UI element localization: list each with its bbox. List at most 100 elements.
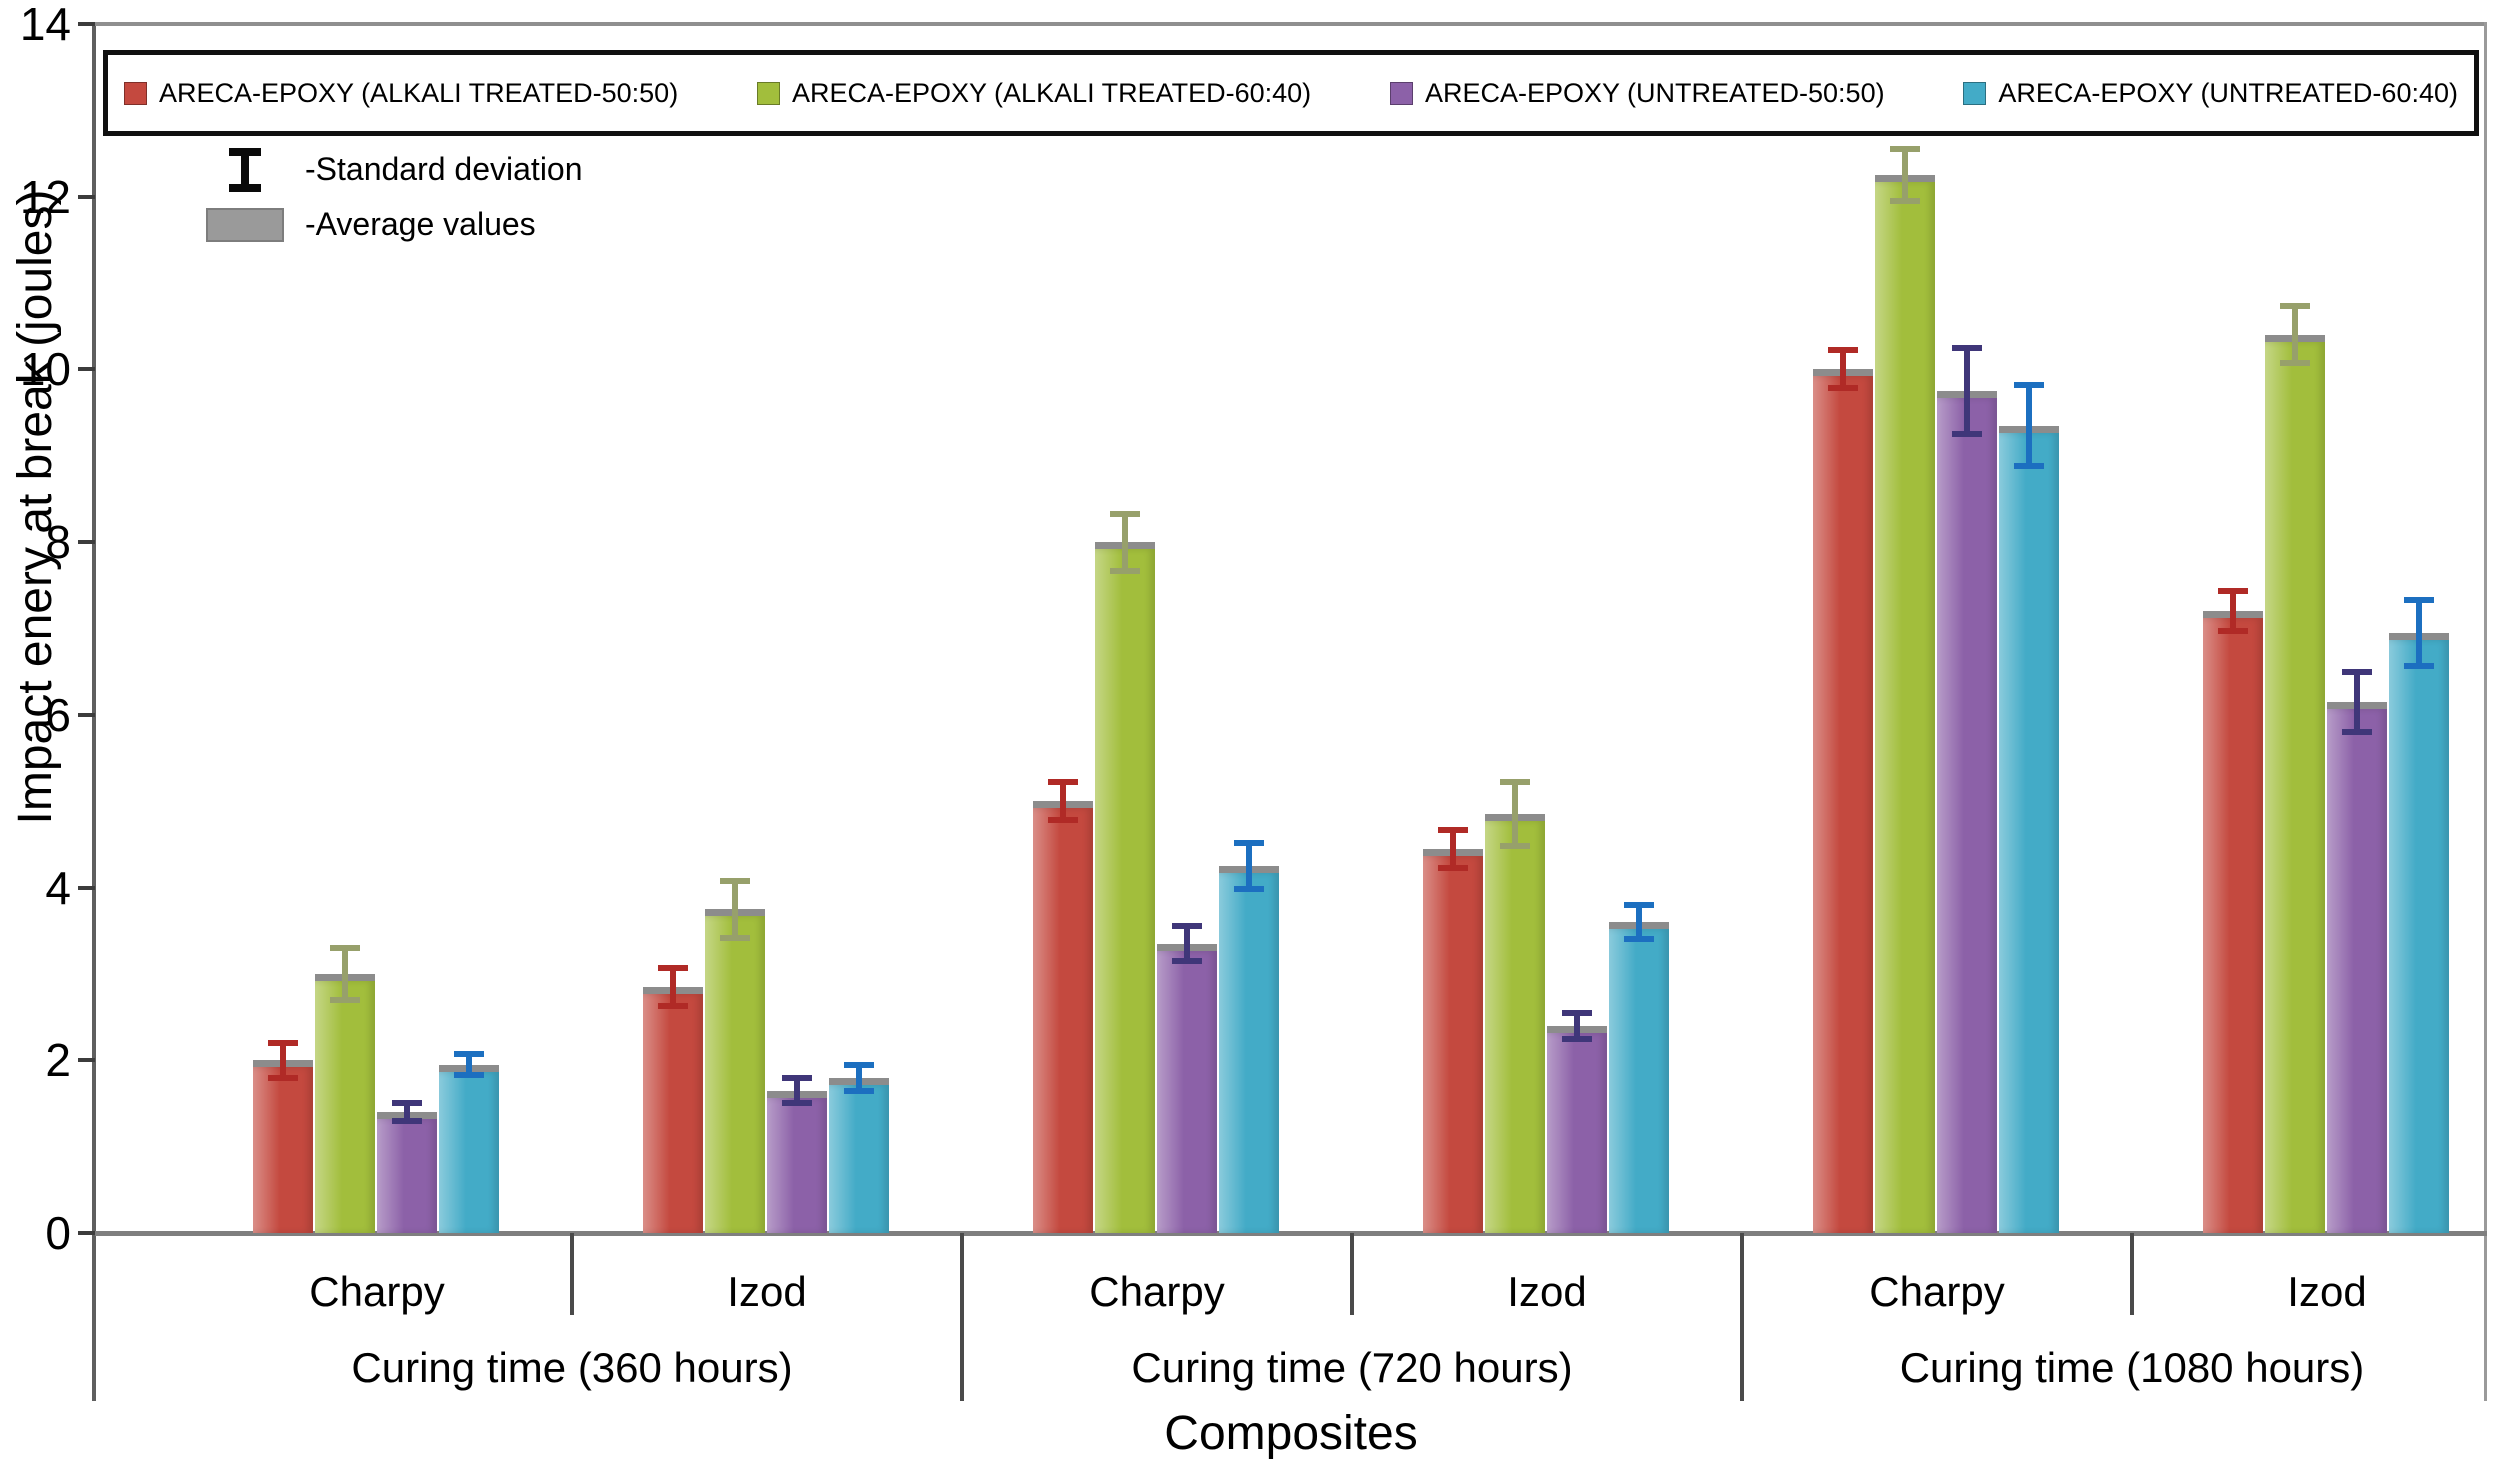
error-bar-stem <box>466 1054 472 1075</box>
error-bar-cap <box>782 1099 812 1106</box>
y-tick <box>78 540 95 545</box>
legend-label: ARECA-EPOXY (ALKALI TREATED-60:40) <box>791 77 1312 108</box>
y-tick-label: 4 <box>45 861 71 914</box>
error-bar-cap <box>1438 864 1468 871</box>
error-bar-stem <box>1902 149 1908 202</box>
y-tick <box>78 885 95 890</box>
bar-s3-g2 <box>767 1090 827 1233</box>
error-bar-cap <box>1234 839 1264 846</box>
category-label: Charpy <box>1089 1268 1225 1315</box>
category-divider <box>570 1233 574 1315</box>
error-bar-cap <box>2404 662 2434 669</box>
error-bar-cap <box>1828 385 1858 392</box>
bar-s4-g3 <box>1219 865 1279 1233</box>
bar-s3-g5 <box>1937 391 1997 1233</box>
error-bar-cap <box>782 1075 812 1082</box>
average-values-swatch <box>206 207 284 242</box>
curing-group-label: Curing time (1080 hours) <box>1899 1344 2365 1391</box>
error-bar-cap <box>2280 360 2310 367</box>
error-bar-cap <box>1172 923 1202 930</box>
average-values-label: -Average values <box>305 206 536 242</box>
x-axis-line <box>95 1231 2487 1236</box>
category-label: Izod <box>1507 1268 1587 1315</box>
error-bar-cap <box>1952 344 1982 351</box>
std-icon-slot <box>205 147 285 192</box>
bar-s1-g6 <box>2203 611 2263 1233</box>
error-bar-cap <box>1048 817 1078 824</box>
error-bar-cap <box>392 1100 422 1107</box>
bar-s1-g3 <box>1033 801 1093 1233</box>
error-bar-cap <box>1624 936 1654 943</box>
legend-item-3: ARECA-EPOXY (UNTREATED-50:50) <box>1389 78 1885 109</box>
error-bar-stem <box>1512 782 1518 847</box>
bar-s2-g6 <box>2265 334 2325 1233</box>
y-tick-label: 12 <box>19 170 71 223</box>
error-bar-cap <box>1234 886 1264 893</box>
error-bar-stem <box>2354 671 2360 733</box>
legend-marker-icon <box>124 81 147 105</box>
error-bar-stem <box>1574 1012 1580 1039</box>
category-label: Izod <box>2287 1268 2367 1315</box>
error-bar-stem <box>2026 384 2032 467</box>
stats-legend: -Standard deviation -Average values <box>205 142 583 252</box>
bar-s1-g4 <box>1423 848 1483 1233</box>
error-bar-cap <box>720 934 750 941</box>
y-tick <box>78 1058 95 1063</box>
error-bar-cap <box>2404 597 2434 603</box>
y-tick <box>78 712 95 717</box>
error-bar-cap <box>2014 463 2044 470</box>
error-bar-stem <box>670 967 676 1006</box>
error-bar-cap <box>1624 901 1654 908</box>
plot-top-border <box>95 22 2487 26</box>
y-tick-label: 8 <box>45 516 71 569</box>
bar-s4-g2 <box>829 1077 889 1233</box>
x-axis-title: Composites <box>1164 1407 1418 1460</box>
error-bar-stem <box>280 1043 286 1078</box>
error-bar-icon <box>225 147 265 192</box>
error-bar-cap <box>844 1087 874 1094</box>
error-bar-cap <box>268 1074 298 1081</box>
error-bar-cap <box>720 877 750 884</box>
legend-label: ARECA-EPOXY (UNTREATED-60:40) <box>1998 77 2458 108</box>
error-bar-stem <box>732 880 738 938</box>
group-divider <box>1740 1233 1744 1401</box>
error-bar-cap <box>454 1051 484 1058</box>
error-bar-stem <box>794 1078 800 1103</box>
y-tick-label: 14 <box>19 0 71 50</box>
error-bar-cap <box>2218 628 2248 635</box>
bar-s4-g1 <box>439 1064 499 1233</box>
error-bar-cap <box>1562 1009 1592 1016</box>
y-tick <box>78 22 95 26</box>
error-bar-cap <box>2218 588 2248 595</box>
error-bar-stem <box>1122 513 1128 571</box>
error-bar-cap <box>658 1002 688 1009</box>
error-bar-stem <box>1060 782 1066 821</box>
series-legend: ARECA-EPOXY (ALKALI TREATED-50:50) ARECA-… <box>103 50 2479 136</box>
y-tick-label: 2 <box>45 1034 71 1087</box>
error-bar-cap <box>1500 779 1530 786</box>
legend-label: ARECA-EPOXY (ALKALI TREATED-50:50) <box>159 77 679 108</box>
bar-s4-g6 <box>2389 632 2449 1233</box>
category-divider <box>2130 1233 2134 1315</box>
category-label: Charpy <box>1869 1268 2005 1315</box>
curing-group-label: Curing time (720 hours) <box>1131 1344 1573 1391</box>
plot-right-border <box>2484 22 2487 1401</box>
legend-item-1: ARECA-EPOXY (ALKALI TREATED-50:50) <box>124 78 678 109</box>
y-tick-label: 0 <box>45 1207 71 1259</box>
error-bar-cap <box>1562 1035 1592 1042</box>
legend-item-4: ARECA-EPOXY (UNTREATED-60:40) <box>1963 78 2458 109</box>
bar-s2-g2 <box>705 909 765 1233</box>
error-bar-cap <box>1500 843 1530 850</box>
error-bar-cap <box>454 1071 484 1078</box>
error-bar-stem <box>2292 306 2298 364</box>
bar-s4-g4 <box>1609 922 1669 1233</box>
error-bar-stem <box>1450 829 1456 868</box>
error-bar-stem <box>1184 926 1190 961</box>
y-tick <box>78 194 95 199</box>
bar-s3-g3 <box>1157 943 1217 1233</box>
error-bar-stem <box>2230 591 2236 632</box>
error-bar-cap <box>1110 510 1140 517</box>
legend-item-2: ARECA-EPOXY (ALKALI TREATED-60:40) <box>756 77 1312 109</box>
y-tick-label: 6 <box>45 688 71 741</box>
